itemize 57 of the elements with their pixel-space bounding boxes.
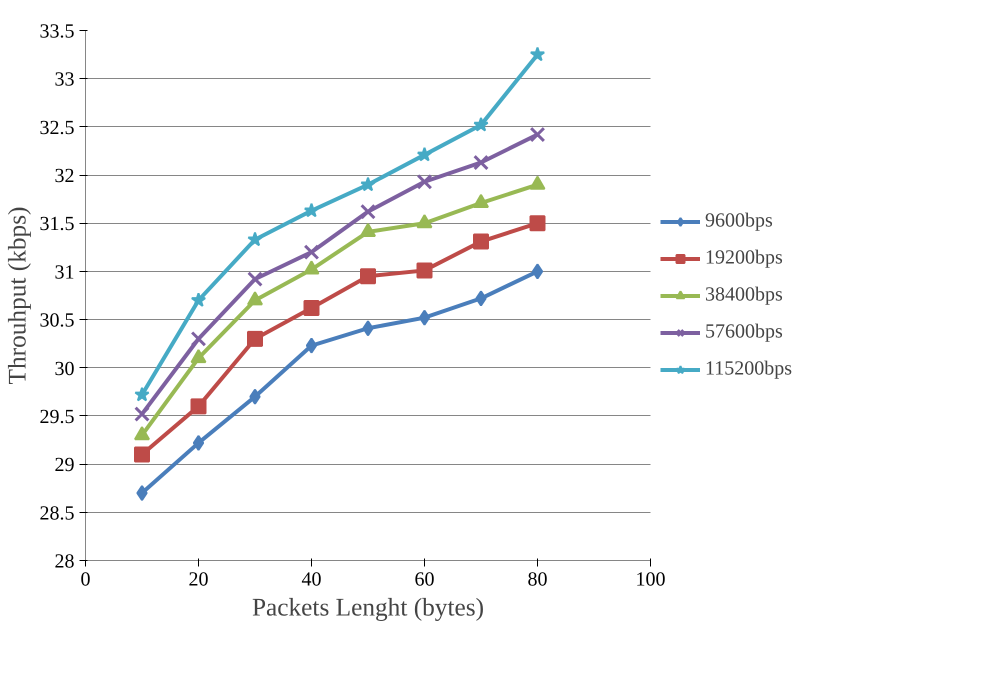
point <box>134 406 150 422</box>
y-tick-label: 31.5 <box>40 213 74 236</box>
y-tick-label: 31 <box>54 261 74 284</box>
point <box>530 126 546 142</box>
point <box>475 290 487 306</box>
legend-label: 9600bps <box>705 210 774 232</box>
x-tick-label: 100 <box>636 568 666 590</box>
y-tick-label: 32.5 <box>40 116 74 139</box>
point <box>473 234 489 250</box>
x-tick-label: 0 <box>80 568 90 590</box>
x-axis-title: Packets Lenght (bytes) <box>252 594 484 622</box>
point <box>418 310 430 326</box>
y-tick-label: 33 <box>54 68 74 91</box>
x-tick-label: 80 <box>528 568 548 590</box>
y-tick-label: 33.5 <box>40 20 74 42</box>
y-tick-label: 28 <box>54 550 74 572</box>
legend-label: 19200bps <box>705 246 784 270</box>
y-tick-label: 32 <box>54 165 74 188</box>
point <box>530 215 546 232</box>
point <box>304 300 320 316</box>
x-tick-label: 40 <box>302 568 322 590</box>
point <box>134 386 150 402</box>
point <box>362 320 374 336</box>
point <box>360 268 376 284</box>
point <box>247 271 263 287</box>
point <box>136 485 148 502</box>
point <box>190 331 206 347</box>
point <box>190 398 206 414</box>
point <box>306 338 318 354</box>
y-axis-title: Throuhput (kbps) <box>4 206 32 384</box>
point <box>360 176 376 192</box>
point <box>473 116 489 132</box>
y-tick-label: 29.5 <box>40 406 74 428</box>
point <box>416 174 432 190</box>
point <box>532 263 544 280</box>
point <box>190 292 206 307</box>
point <box>530 46 546 62</box>
point <box>247 330 263 347</box>
legend-label: 115200bps <box>705 358 794 380</box>
y-tick-label: 30 <box>54 358 74 380</box>
legend-label: 38400bps <box>705 284 784 306</box>
y-tick-label: 28.5 <box>40 502 74 524</box>
point <box>247 232 263 246</box>
y-tick-label: 30.5 <box>40 310 74 332</box>
point <box>249 388 261 405</box>
point <box>473 154 489 170</box>
legend-label: 57600bps <box>705 320 784 344</box>
point <box>304 202 320 218</box>
point <box>416 262 432 278</box>
point <box>192 434 204 451</box>
x-tick-label: 20 <box>188 568 208 590</box>
y-tick-label: 29 <box>54 454 74 476</box>
point <box>416 146 432 162</box>
x-tick-label: 60 <box>414 568 434 590</box>
point <box>134 446 150 462</box>
point <box>304 244 320 260</box>
point <box>360 204 376 220</box>
